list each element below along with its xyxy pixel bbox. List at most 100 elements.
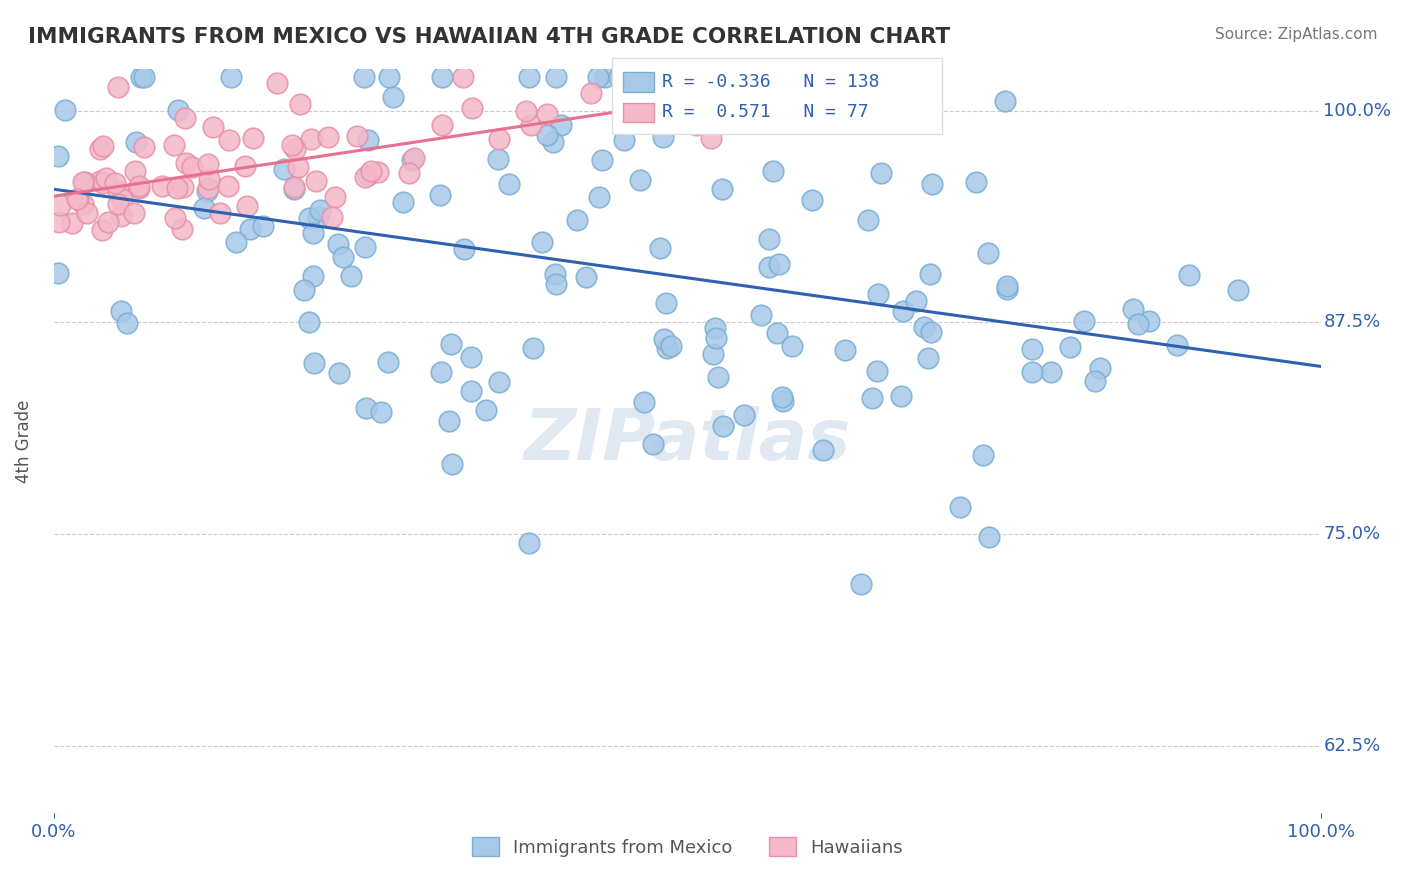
- Immigrants from Mexico: [655, 295, 678, 310]
- Immigrants from Mexico: [652, 130, 675, 145]
- Immigrants from Mexico: [994, 95, 1017, 109]
- Hawaiians: [280, 138, 302, 153]
- Immigrants from Mexico: [440, 337, 463, 351]
- Immigrants from Mexico: [332, 250, 354, 264]
- Immigrants from Mexico: [1178, 268, 1201, 283]
- Immigrants from Mexico: [517, 70, 540, 84]
- Hawaiians: [170, 221, 193, 235]
- Hawaiians: [283, 179, 305, 194]
- Immigrants from Mexico: [1126, 317, 1149, 331]
- Immigrants from Mexico: [1021, 365, 1043, 379]
- Immigrants from Mexico: [766, 326, 789, 341]
- Immigrants from Mexico: [890, 389, 912, 403]
- Text: ZIPatlas: ZIPatlas: [523, 407, 851, 475]
- Hawaiians: [354, 169, 377, 184]
- Immigrants from Mexico: [302, 268, 325, 283]
- Hawaiians: [104, 177, 127, 191]
- Text: 75.0%: 75.0%: [1323, 525, 1381, 543]
- Text: R = -0.336   N = 138: R = -0.336 N = 138: [662, 73, 880, 91]
- Hawaiians: [60, 216, 83, 230]
- Hawaiians: [166, 181, 188, 195]
- Immigrants from Mexico: [977, 530, 1000, 544]
- Hawaiians: [96, 171, 118, 186]
- Hawaiians: [72, 176, 94, 190]
- Immigrants from Mexico: [904, 294, 927, 309]
- Immigrants from Mexico: [770, 391, 793, 405]
- Immigrants from Mexico: [1122, 301, 1144, 316]
- Hawaiians: [236, 198, 259, 212]
- Immigrants from Mexico: [652, 332, 675, 346]
- Immigrants from Mexico: [891, 304, 914, 318]
- Immigrants from Mexico: [1090, 361, 1112, 376]
- Immigrants from Mexico: [432, 70, 454, 84]
- Hawaiians: [48, 215, 70, 229]
- Hawaiians: [76, 205, 98, 219]
- Immigrants from Mexico: [544, 267, 567, 281]
- Hawaiians: [111, 192, 134, 206]
- Immigrants from Mexico: [292, 284, 315, 298]
- Hawaiians: [430, 118, 453, 132]
- Hawaiians: [620, 110, 643, 124]
- Immigrants from Mexico: [758, 232, 780, 246]
- Hawaiians: [754, 70, 776, 84]
- Immigrants from Mexico: [195, 184, 218, 198]
- Immigrants from Mexico: [1021, 342, 1043, 356]
- Immigrants from Mexico: [531, 235, 554, 250]
- Immigrants from Mexico: [353, 70, 375, 84]
- Hawaiians: [91, 176, 114, 190]
- Immigrants from Mexico: [546, 277, 568, 291]
- Immigrants from Mexico: [628, 172, 651, 186]
- Immigrants from Mexico: [702, 347, 724, 361]
- Immigrants from Mexico: [239, 222, 262, 236]
- Immigrants from Mexico: [711, 418, 734, 433]
- Immigrants from Mexico: [283, 182, 305, 196]
- Hawaiians: [89, 174, 111, 188]
- Immigrants from Mexico: [252, 219, 274, 233]
- Immigrants from Mexico: [460, 384, 482, 398]
- Immigrants from Mexico: [637, 110, 659, 124]
- Immigrants from Mexico: [391, 195, 413, 210]
- Text: IMMIGRANTS FROM MEXICO VS HAWAIIAN 4TH GRADE CORRELATION CHART: IMMIGRANTS FROM MEXICO VS HAWAIIAN 4TH G…: [28, 27, 950, 46]
- Immigrants from Mexico: [1059, 340, 1081, 354]
- Immigrants from Mexico: [125, 135, 148, 149]
- Immigrants from Mexico: [917, 351, 939, 365]
- Hawaiians: [107, 197, 129, 211]
- Hawaiians: [197, 180, 219, 194]
- Hawaiians: [165, 211, 187, 226]
- Hawaiians: [287, 160, 309, 174]
- Immigrants from Mexico: [710, 182, 733, 196]
- Hawaiians: [201, 120, 224, 135]
- Immigrants from Mexico: [193, 201, 215, 215]
- Immigrants from Mexico: [377, 355, 399, 369]
- Immigrants from Mexico: [53, 103, 76, 117]
- Hawaiians: [218, 132, 240, 146]
- Immigrants from Mexico: [586, 70, 609, 84]
- Hawaiians: [66, 192, 89, 206]
- Immigrants from Mexico: [741, 116, 763, 130]
- Immigrants from Mexico: [326, 237, 349, 252]
- Immigrants from Mexico: [273, 162, 295, 177]
- Immigrants from Mexico: [659, 339, 682, 353]
- Hawaiians: [72, 197, 94, 211]
- Immigrants from Mexico: [46, 149, 69, 163]
- Immigrants from Mexico: [301, 226, 323, 240]
- Hawaiians: [97, 215, 120, 229]
- Hawaiians: [579, 87, 602, 101]
- Immigrants from Mexico: [813, 443, 835, 458]
- Immigrants from Mexico: [129, 70, 152, 84]
- Immigrants from Mexico: [588, 190, 610, 204]
- Immigrants from Mexico: [868, 286, 890, 301]
- Immigrants from Mexico: [734, 408, 756, 422]
- Hawaiians: [197, 157, 219, 171]
- Immigrants from Mexico: [997, 279, 1019, 293]
- Hawaiians: [242, 130, 264, 145]
- Hawaiians: [110, 209, 132, 223]
- Immigrants from Mexico: [920, 325, 942, 339]
- Immigrants from Mexico: [453, 242, 475, 256]
- Immigrants from Mexico: [401, 153, 423, 167]
- Hawaiians: [299, 132, 322, 146]
- Immigrants from Mexico: [437, 414, 460, 428]
- Immigrants from Mexico: [1040, 366, 1063, 380]
- Text: Source: ZipAtlas.com: Source: ZipAtlas.com: [1215, 27, 1378, 42]
- Hawaiians: [73, 175, 96, 189]
